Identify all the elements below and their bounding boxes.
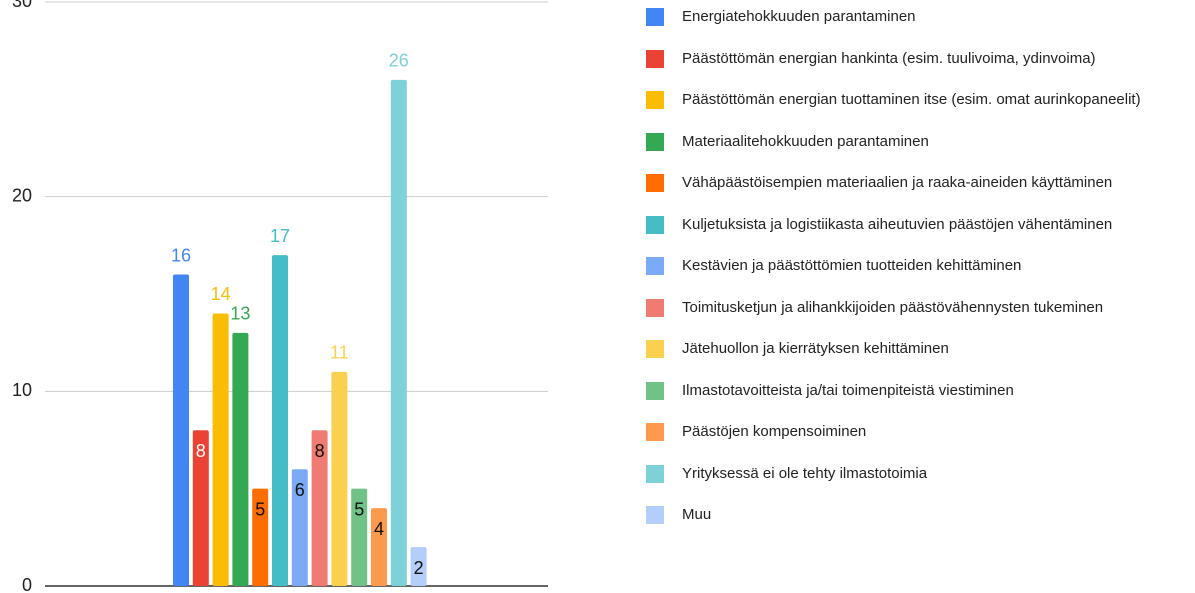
y-tick-label: 0 <box>22 575 32 593</box>
legend-item: Vähäpäästöisempien materiaalien ja raaka… <box>646 173 1191 193</box>
bar <box>173 274 189 586</box>
y-tick-label: 30 <box>12 0 32 11</box>
legend-item: Jätehuollon ja kierrätyksen kehittäminen <box>646 339 1191 359</box>
legend-label: Päästöttömän energian hankinta (esim. tu… <box>682 49 1096 67</box>
legend-item: Toimitusketjun ja alihankkijoiden päästö… <box>646 298 1191 318</box>
legend-item: Päästöjen kompensoiminen <box>646 422 1191 442</box>
legend-item: Muu <box>646 505 1191 525</box>
legend-label: Vähäpäästöisempien materiaalien ja raaka… <box>682 174 1113 191</box>
data-label: 16 <box>171 245 191 265</box>
bar <box>192 430 209 586</box>
data-label: 8 <box>196 441 206 461</box>
legend-label: Muu <box>682 506 712 523</box>
data-label: 14 <box>211 284 231 304</box>
legend-label: Kestävien ja päästöttömien tuotteiden ke… <box>682 257 1022 274</box>
bar <box>232 332 249 586</box>
y-tick-label: 10 <box>12 380 32 400</box>
legend-swatch <box>646 506 664 524</box>
data-label: 6 <box>295 480 305 500</box>
y-tick-label: 20 <box>12 185 32 205</box>
bar <box>291 469 308 586</box>
legend-swatch <box>646 464 664 483</box>
bar <box>212 313 229 586</box>
legend-label: Energiatehokkuuden parantaminen <box>682 8 916 25</box>
legend-swatch <box>646 423 664 441</box>
legend-swatch <box>646 298 664 317</box>
legend-swatch <box>646 215 664 234</box>
bar <box>351 488 368 586</box>
legend-label: Kuljetuksista ja logistiikasta aiheutuvi… <box>682 215 1113 233</box>
legend-label: Yrityksessä ei ole tehty ilmastotoimia <box>682 464 928 482</box>
bar <box>371 508 387 586</box>
data-label: 17 <box>270 226 290 246</box>
legend-item: Energiatehokkuuden parantaminen <box>646 7 1191 27</box>
legend-swatch <box>646 49 664 68</box>
bar <box>311 430 328 586</box>
data-label: 5 <box>255 499 265 519</box>
legend: Energiatehokkuuden parantaminen Päästöttö… <box>646 7 1191 547</box>
legend-label: Päästöjen kompensoiminen <box>682 423 867 440</box>
data-label: 5 <box>354 499 364 519</box>
bar <box>331 371 348 586</box>
legend-item: Kestävien ja päästöttömien tuotteiden ke… <box>646 256 1191 276</box>
bar <box>252 488 269 586</box>
legend-item: Kuljetuksista ja logistiikasta aiheutuvi… <box>646 215 1191 235</box>
data-label: 4 <box>374 519 384 539</box>
bar <box>272 255 288 587</box>
legend-item: Ilmastotavoitteista ja/tai toimenpiteist… <box>646 381 1191 401</box>
legend-item: Päästöttömän energian tuottaminen itse (… <box>646 90 1191 110</box>
legend-swatch <box>646 174 664 192</box>
legend-swatch <box>646 8 664 26</box>
legend-swatch <box>646 91 664 109</box>
legend-label: Jätehuollon ja kierrätyksen kehittäminen <box>682 340 949 357</box>
legend-label: Materiaalitehokkuuden parantaminen <box>682 132 929 150</box>
data-label: 26 <box>389 51 409 71</box>
legend-item: Yrityksessä ei ole tehty ilmastotoimia <box>646 464 1191 484</box>
data-label: 2 <box>414 558 424 578</box>
legend-swatch <box>646 257 664 275</box>
data-label: 13 <box>230 304 250 324</box>
legend-swatch <box>646 340 664 358</box>
bar <box>390 79 407 586</box>
bar <box>410 547 427 586</box>
legend-label: Toimitusketjun ja alihankkijoiden päästö… <box>682 298 1104 316</box>
legend-item: Päästöttömän energian hankinta (esim. tu… <box>646 49 1191 69</box>
legend-item: Materiaalitehokkuuden parantaminen <box>646 132 1191 152</box>
legend-label: Päästöttömän energian tuottaminen itse (… <box>682 91 1141 108</box>
legend-swatch <box>646 381 664 400</box>
legend-label: Ilmastotavoitteista ja/tai toimenpiteist… <box>682 381 1014 399</box>
data-label: 11 <box>330 343 349 363</box>
legend-swatch <box>646 132 664 151</box>
data-label: 8 <box>315 441 325 461</box>
